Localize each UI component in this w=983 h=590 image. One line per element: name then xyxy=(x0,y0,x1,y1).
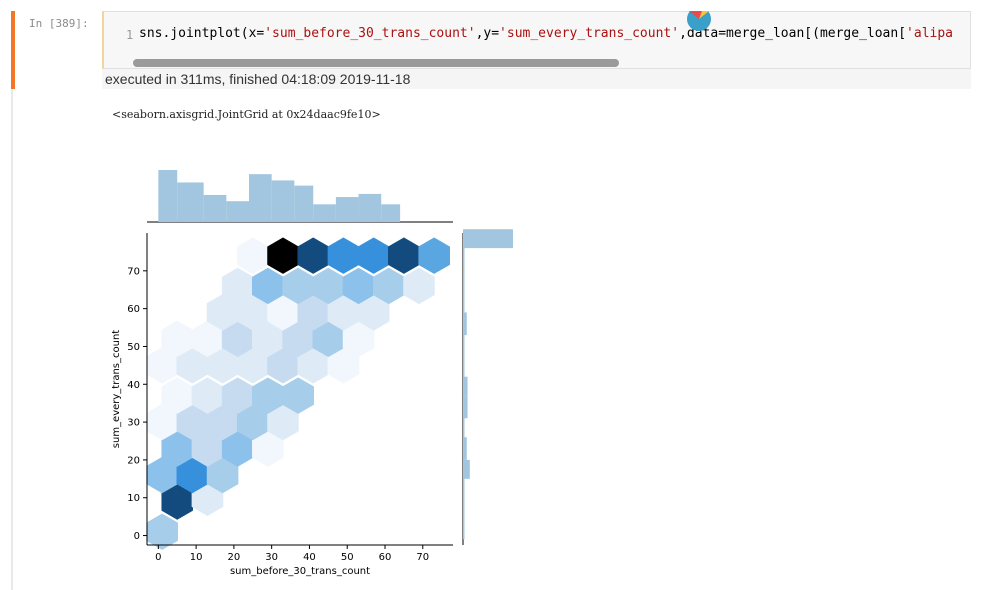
y-tick-label: 60 xyxy=(127,304,140,315)
code-token: ,y= xyxy=(475,26,500,41)
marginal-y-bar xyxy=(463,478,465,502)
marginal-x-bar xyxy=(177,182,204,222)
y-tick-label: 10 xyxy=(127,493,140,504)
output-repr-text: <seaborn.axisgrid.JointGrid at 0x24daac9… xyxy=(112,108,381,121)
marginal-x-bar xyxy=(358,193,382,222)
y-tick-label: 20 xyxy=(127,455,140,466)
horizontal-scrollbar-thumb[interactable] xyxy=(133,59,619,67)
hexbin xyxy=(297,237,330,274)
marginal-x-bar xyxy=(203,194,227,222)
marginal-y-bar xyxy=(463,501,465,521)
joint-axes: 0 10 20 30 40 50 60 70 0 10 20 30 40 50 60 70 sum_before… xyxy=(111,233,453,577)
x-tick-label: 20 xyxy=(228,552,241,563)
marginal-y-histogram xyxy=(462,229,513,545)
marginal-y-bar xyxy=(463,520,465,540)
marginal-x-bar xyxy=(271,180,295,222)
hexbin xyxy=(282,377,314,414)
marginal-y-bar xyxy=(463,395,468,419)
code-token: sns.jointplot(x= xyxy=(139,26,265,41)
y-tick-label: 70 xyxy=(127,266,140,277)
code-editor[interactable]: 1 sns.jointplot(x='sum_before_30_trans_c… xyxy=(102,11,971,69)
code-line[interactable]: sns.jointplot(x='sum_before_30_trans_cou… xyxy=(139,26,953,41)
marginal-x-bar xyxy=(294,185,314,222)
marginal-y-bar xyxy=(463,248,465,271)
x-tick-label: 50 xyxy=(341,552,354,563)
marginal-x-bar xyxy=(381,204,401,222)
code-string: 'alipa xyxy=(906,26,954,41)
marginal-x-bar xyxy=(226,201,249,222)
y-tick-label: 40 xyxy=(127,380,140,391)
hexbin xyxy=(357,237,390,274)
notebook-cell[interactable]: In [389]: 1 sns.jointplot(x='sum_before_… xyxy=(11,11,981,89)
hexbin xyxy=(146,513,178,550)
hexbin xyxy=(403,267,435,305)
code-string: 'sum_before_30_trans_count' xyxy=(264,26,476,41)
marginal-y-bar xyxy=(463,229,513,249)
marginal-x-bar xyxy=(335,197,359,222)
output-prompt-bar xyxy=(11,89,13,590)
hexbin-layer xyxy=(146,237,450,550)
y-tick-label: 0 xyxy=(134,531,140,542)
code-string: 'sum_every_trans_count' xyxy=(499,26,680,41)
cell-prompt: In [389]: xyxy=(29,17,89,30)
execution-status: executed in 311ms, finished 04:18:09 201… xyxy=(105,71,411,87)
marginal-y-bar xyxy=(463,270,465,294)
hexbin xyxy=(267,237,299,274)
marginal-y-bar xyxy=(463,418,465,438)
x-axis-label: sum_before_30_trans_count xyxy=(230,566,370,577)
marginal-x-bar xyxy=(249,174,272,222)
beachball-icon xyxy=(687,11,711,31)
marginal-y-bar xyxy=(463,335,465,355)
hexbin xyxy=(327,237,360,274)
marginal-y-bar xyxy=(463,459,470,479)
marginal-x-bar xyxy=(313,204,336,222)
marginal-y-bar xyxy=(463,376,468,396)
execution-status-bar: executed in 311ms, finished 04:18:09 201… xyxy=(102,69,971,89)
line-number: 1 xyxy=(126,28,134,42)
x-tick-label: 70 xyxy=(416,552,429,563)
hexbin xyxy=(418,237,450,274)
y-tick-label: 50 xyxy=(127,342,140,353)
marginal-x-histogram xyxy=(147,170,453,223)
marginal-x-bar xyxy=(158,170,178,222)
x-tick-label: 60 xyxy=(379,552,392,563)
y-tick-label: 30 xyxy=(127,418,140,429)
hexbin xyxy=(388,237,420,274)
marginal-y-bar xyxy=(463,354,465,377)
x-tick-label: 0 xyxy=(155,552,161,563)
marginal-y-bar xyxy=(463,293,465,313)
code-token: ,data=merge_loan[(merge_loan[ xyxy=(679,26,907,41)
y-axis-label: sum_every_trans_count xyxy=(111,330,122,449)
cell-selection-bar xyxy=(11,11,15,89)
x-tick-label: 30 xyxy=(265,552,278,563)
hexbin xyxy=(236,237,269,274)
marginal-y-bar xyxy=(463,437,467,460)
x-tick-label: 40 xyxy=(303,552,316,563)
marginal-y-bar xyxy=(463,312,467,336)
x-tick-label: 10 xyxy=(190,552,203,563)
